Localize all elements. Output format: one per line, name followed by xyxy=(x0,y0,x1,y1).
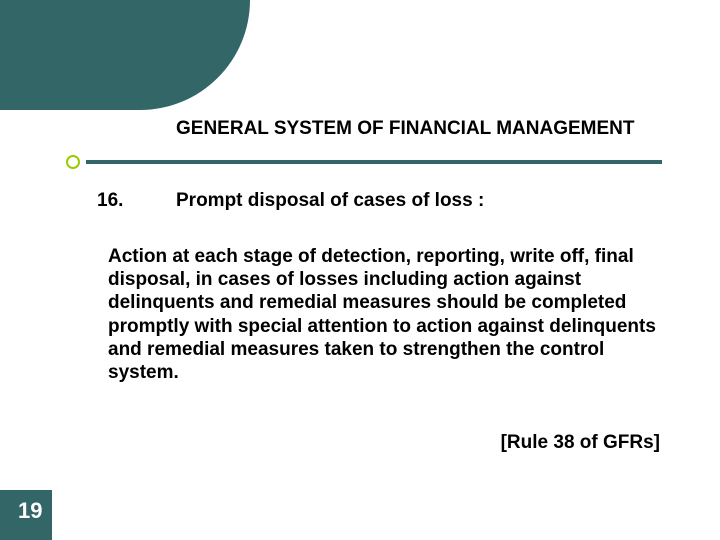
title-underline xyxy=(66,155,662,169)
body-paragraph: Action at each stage of detection, repor… xyxy=(108,245,660,384)
slide-title: GENERAL SYSTEM OF FINANCIAL MANAGEMENT xyxy=(176,118,700,140)
item-number: 16. xyxy=(97,190,123,212)
slide-number: 19 xyxy=(14,496,46,526)
rule-citation: [Rule 38 of GFRs] xyxy=(501,432,660,454)
item-heading: Prompt disposal of cases of loss : xyxy=(176,190,660,212)
bullet-dot-icon xyxy=(66,155,80,169)
underline-bar xyxy=(86,160,662,164)
decorative-corner xyxy=(0,0,250,110)
